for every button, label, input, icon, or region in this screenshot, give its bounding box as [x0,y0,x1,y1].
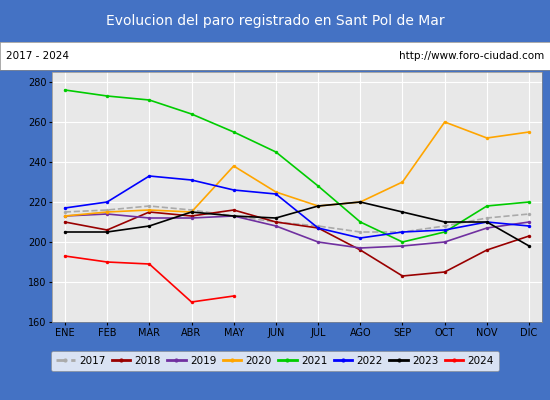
Text: http://www.foro-ciudad.com: http://www.foro-ciudad.com [399,51,544,61]
Text: 2017 - 2024: 2017 - 2024 [6,51,69,61]
Legend: 2017, 2018, 2019, 2020, 2021, 2022, 2023, 2024: 2017, 2018, 2019, 2020, 2021, 2022, 2023… [51,351,499,371]
Text: Evolucion del paro registrado en Sant Pol de Mar: Evolucion del paro registrado en Sant Po… [106,14,444,28]
